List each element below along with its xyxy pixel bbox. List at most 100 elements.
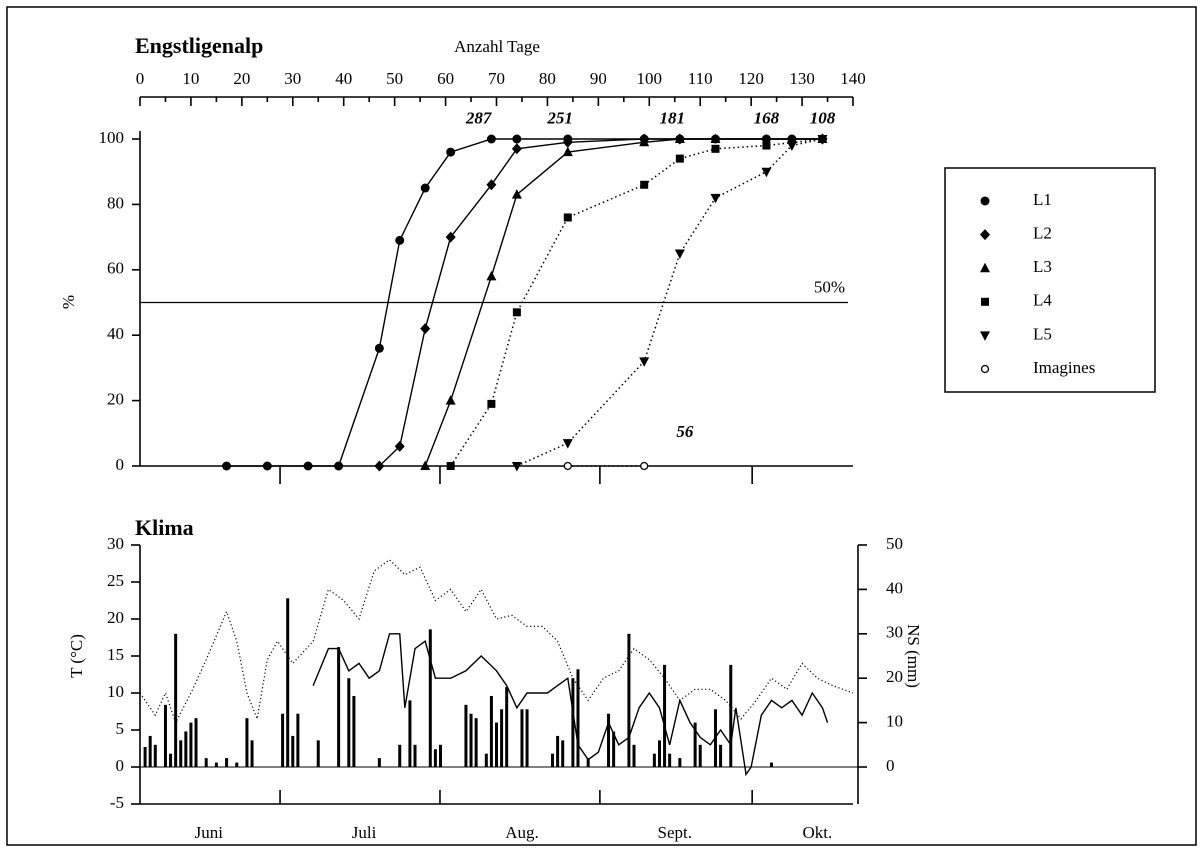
marker — [639, 357, 650, 367]
legend-marker — [980, 262, 990, 273]
precip-bar — [505, 687, 509, 767]
y-tick-label: 0 — [116, 455, 125, 474]
marker — [710, 193, 721, 204]
precip-bar — [719, 744, 723, 767]
precip-bar — [245, 718, 249, 767]
precip-bar — [169, 753, 173, 767]
y2-tick-label: 0 — [886, 756, 895, 775]
precip-bar — [316, 740, 320, 767]
precip-bar — [286, 598, 290, 767]
legend-marker — [980, 196, 990, 206]
marker — [563, 461, 572, 471]
precip-bar — [663, 664, 667, 767]
precip-bar — [627, 633, 631, 767]
annotation: 108 — [810, 108, 836, 127]
y2-tick-label: 30 — [886, 623, 903, 642]
precip-bar — [525, 709, 529, 767]
x-tick-label: 10 — [182, 69, 199, 88]
precip-bar — [668, 753, 672, 767]
precip-bar — [698, 744, 702, 767]
precip-bar — [214, 762, 218, 767]
legend-label: L4 — [1033, 291, 1052, 310]
y2-tick-label: 20 — [886, 667, 903, 686]
x-tick-label: 0 — [136, 69, 145, 88]
precip-bar — [770, 762, 774, 767]
marker — [374, 343, 384, 353]
marker — [563, 213, 572, 222]
marker — [222, 461, 232, 471]
marker — [675, 154, 684, 163]
precip-bar — [194, 718, 198, 767]
marker — [711, 144, 720, 153]
month-label: Aug. — [505, 823, 539, 842]
marker — [374, 460, 385, 472]
legend-label: L3 — [1033, 257, 1052, 276]
precip-bar — [179, 740, 183, 767]
precip-bar — [296, 713, 300, 767]
marker — [486, 179, 497, 191]
x-tick-label: 130 — [789, 69, 815, 88]
marker — [445, 231, 456, 243]
marker — [761, 167, 772, 178]
y-axis-label: % — [59, 295, 78, 309]
annotation: 56 — [676, 422, 694, 441]
marker — [762, 141, 771, 150]
chart-title: Engstligenalp — [135, 33, 263, 58]
annotation: 251 — [546, 108, 573, 127]
marker — [512, 308, 521, 317]
y-tick-label: 60 — [107, 259, 124, 278]
precip-bar — [489, 695, 493, 767]
precip-bar — [693, 722, 697, 767]
legend-marker — [980, 229, 990, 241]
precip-bar — [235, 762, 239, 767]
x-tick-label: 100 — [637, 69, 663, 88]
precip-bar — [413, 744, 417, 767]
marker — [446, 462, 455, 470]
y2-axis-label: NS (mm) — [904, 624, 923, 688]
y2-tick-label: 40 — [886, 578, 903, 597]
temperature-line — [139, 559, 854, 725]
marker — [817, 135, 828, 145]
x-tick-label: 110 — [688, 69, 713, 88]
y-tick-label: 20 — [107, 608, 124, 627]
x-tick-label: 30 — [284, 69, 301, 88]
y2-tick-label: 50 — [886, 534, 903, 553]
reference-label: 50% — [814, 277, 845, 296]
marker — [262, 461, 272, 471]
legend-label: L2 — [1033, 224, 1052, 243]
precip-bar — [291, 735, 295, 767]
precip-bar — [250, 740, 254, 767]
marker — [511, 189, 522, 199]
precip-bar — [352, 695, 356, 767]
marker — [395, 235, 405, 245]
x-tick-label: 90 — [590, 69, 607, 88]
y-tick-label: 15 — [107, 645, 124, 664]
marker — [511, 462, 522, 472]
precip-bar — [398, 744, 402, 767]
precip-bar — [281, 713, 285, 767]
precip-bar — [163, 704, 167, 767]
marker — [445, 395, 456, 405]
precip-bar — [174, 633, 178, 767]
temperature-line — [312, 633, 829, 777]
precip-bar — [225, 758, 229, 767]
marker — [303, 461, 313, 471]
precip-bar — [433, 749, 437, 767]
precip-bar — [576, 669, 580, 767]
y2-tick-label: 10 — [886, 712, 903, 731]
precip-bar — [607, 713, 611, 767]
x-tick-label: 70 — [488, 69, 505, 88]
x-tick-label: 60 — [437, 69, 454, 88]
precip-bar — [612, 731, 616, 767]
precip-bar — [500, 709, 504, 767]
precip-bar — [464, 704, 468, 767]
precip-bar — [484, 753, 488, 767]
month-label: Juni — [195, 823, 224, 842]
precip-bar — [377, 758, 381, 767]
marker — [486, 134, 496, 144]
legend-label: L5 — [1033, 324, 1052, 343]
marker — [420, 323, 431, 335]
legend-label: L1 — [1033, 190, 1052, 209]
y-tick-label: 80 — [107, 193, 124, 212]
